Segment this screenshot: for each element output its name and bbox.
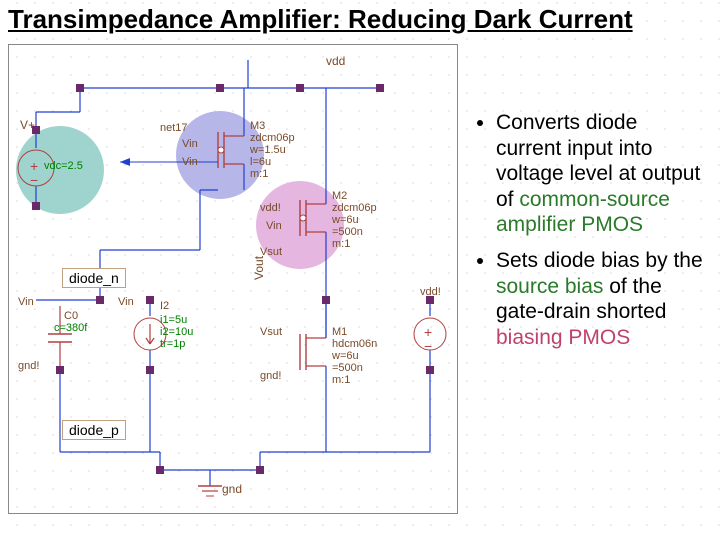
schem-label: Vin <box>266 220 282 232</box>
schem-label: m:1 <box>332 374 350 386</box>
schem-label: gnd! <box>260 370 281 382</box>
page-title: Transimpedance Amplifier: Reducing Dark … <box>8 4 712 35</box>
schem-label: Vin <box>182 156 198 168</box>
schem-label: m:1 <box>250 168 268 180</box>
schem-label: Vin <box>118 296 134 308</box>
schem-label: − <box>424 338 432 354</box>
tag-diode-p: diode_p <box>62 420 126 440</box>
schem-label: gnd! <box>18 360 39 372</box>
schem-label: w=6u <box>332 350 359 362</box>
bullet-list: Converts diode current input into voltag… <box>478 110 708 360</box>
schem-label: zdcm06p <box>250 132 295 144</box>
schem-label: C0 <box>64 310 78 322</box>
schem-label: gnd <box>222 482 242 496</box>
schem-label: w=6u <box>332 214 359 226</box>
schem-label: vdd! <box>260 202 281 214</box>
schem-label: w=1.5u <box>250 144 286 156</box>
schem-label: i2=10u <box>160 326 193 338</box>
schem-label: M3 <box>250 120 265 132</box>
schem-label: net17 <box>160 122 188 134</box>
schem-label: hdcm06n <box>332 338 377 350</box>
schem-label: =500n <box>332 226 363 238</box>
schem-label: =500n <box>332 362 363 374</box>
schem-label: Vsut <box>260 326 282 338</box>
schem-label: c=380f <box>54 322 87 334</box>
schem-label: M2 <box>332 190 347 202</box>
schem-label: l=6u <box>250 156 271 168</box>
schem-label: vdd! <box>420 286 441 298</box>
bullet-2: Sets diode bias by the source bias of th… <box>496 248 708 350</box>
bullet-1: Converts diode current input into voltag… <box>496 110 708 238</box>
schem-label: tr=1p <box>160 338 185 350</box>
schem-label: Vin <box>182 138 198 150</box>
schem-label: zdcm06p <box>332 202 377 214</box>
schem-label: m:1 <box>332 238 350 250</box>
tag-diode-n: diode_n <box>62 268 126 288</box>
schem-label: i1=5u <box>160 314 187 326</box>
schem-label: vdc=2.5 <box>44 160 83 172</box>
schem-label: M1 <box>332 326 347 338</box>
schem-label: vdd <box>326 54 345 68</box>
schem-label: − <box>30 172 38 188</box>
schem-label: Vout <box>252 256 266 280</box>
schem-label: Vin <box>18 296 34 308</box>
schem-label: V+ <box>20 118 35 132</box>
schem-label: I2 <box>160 300 169 312</box>
